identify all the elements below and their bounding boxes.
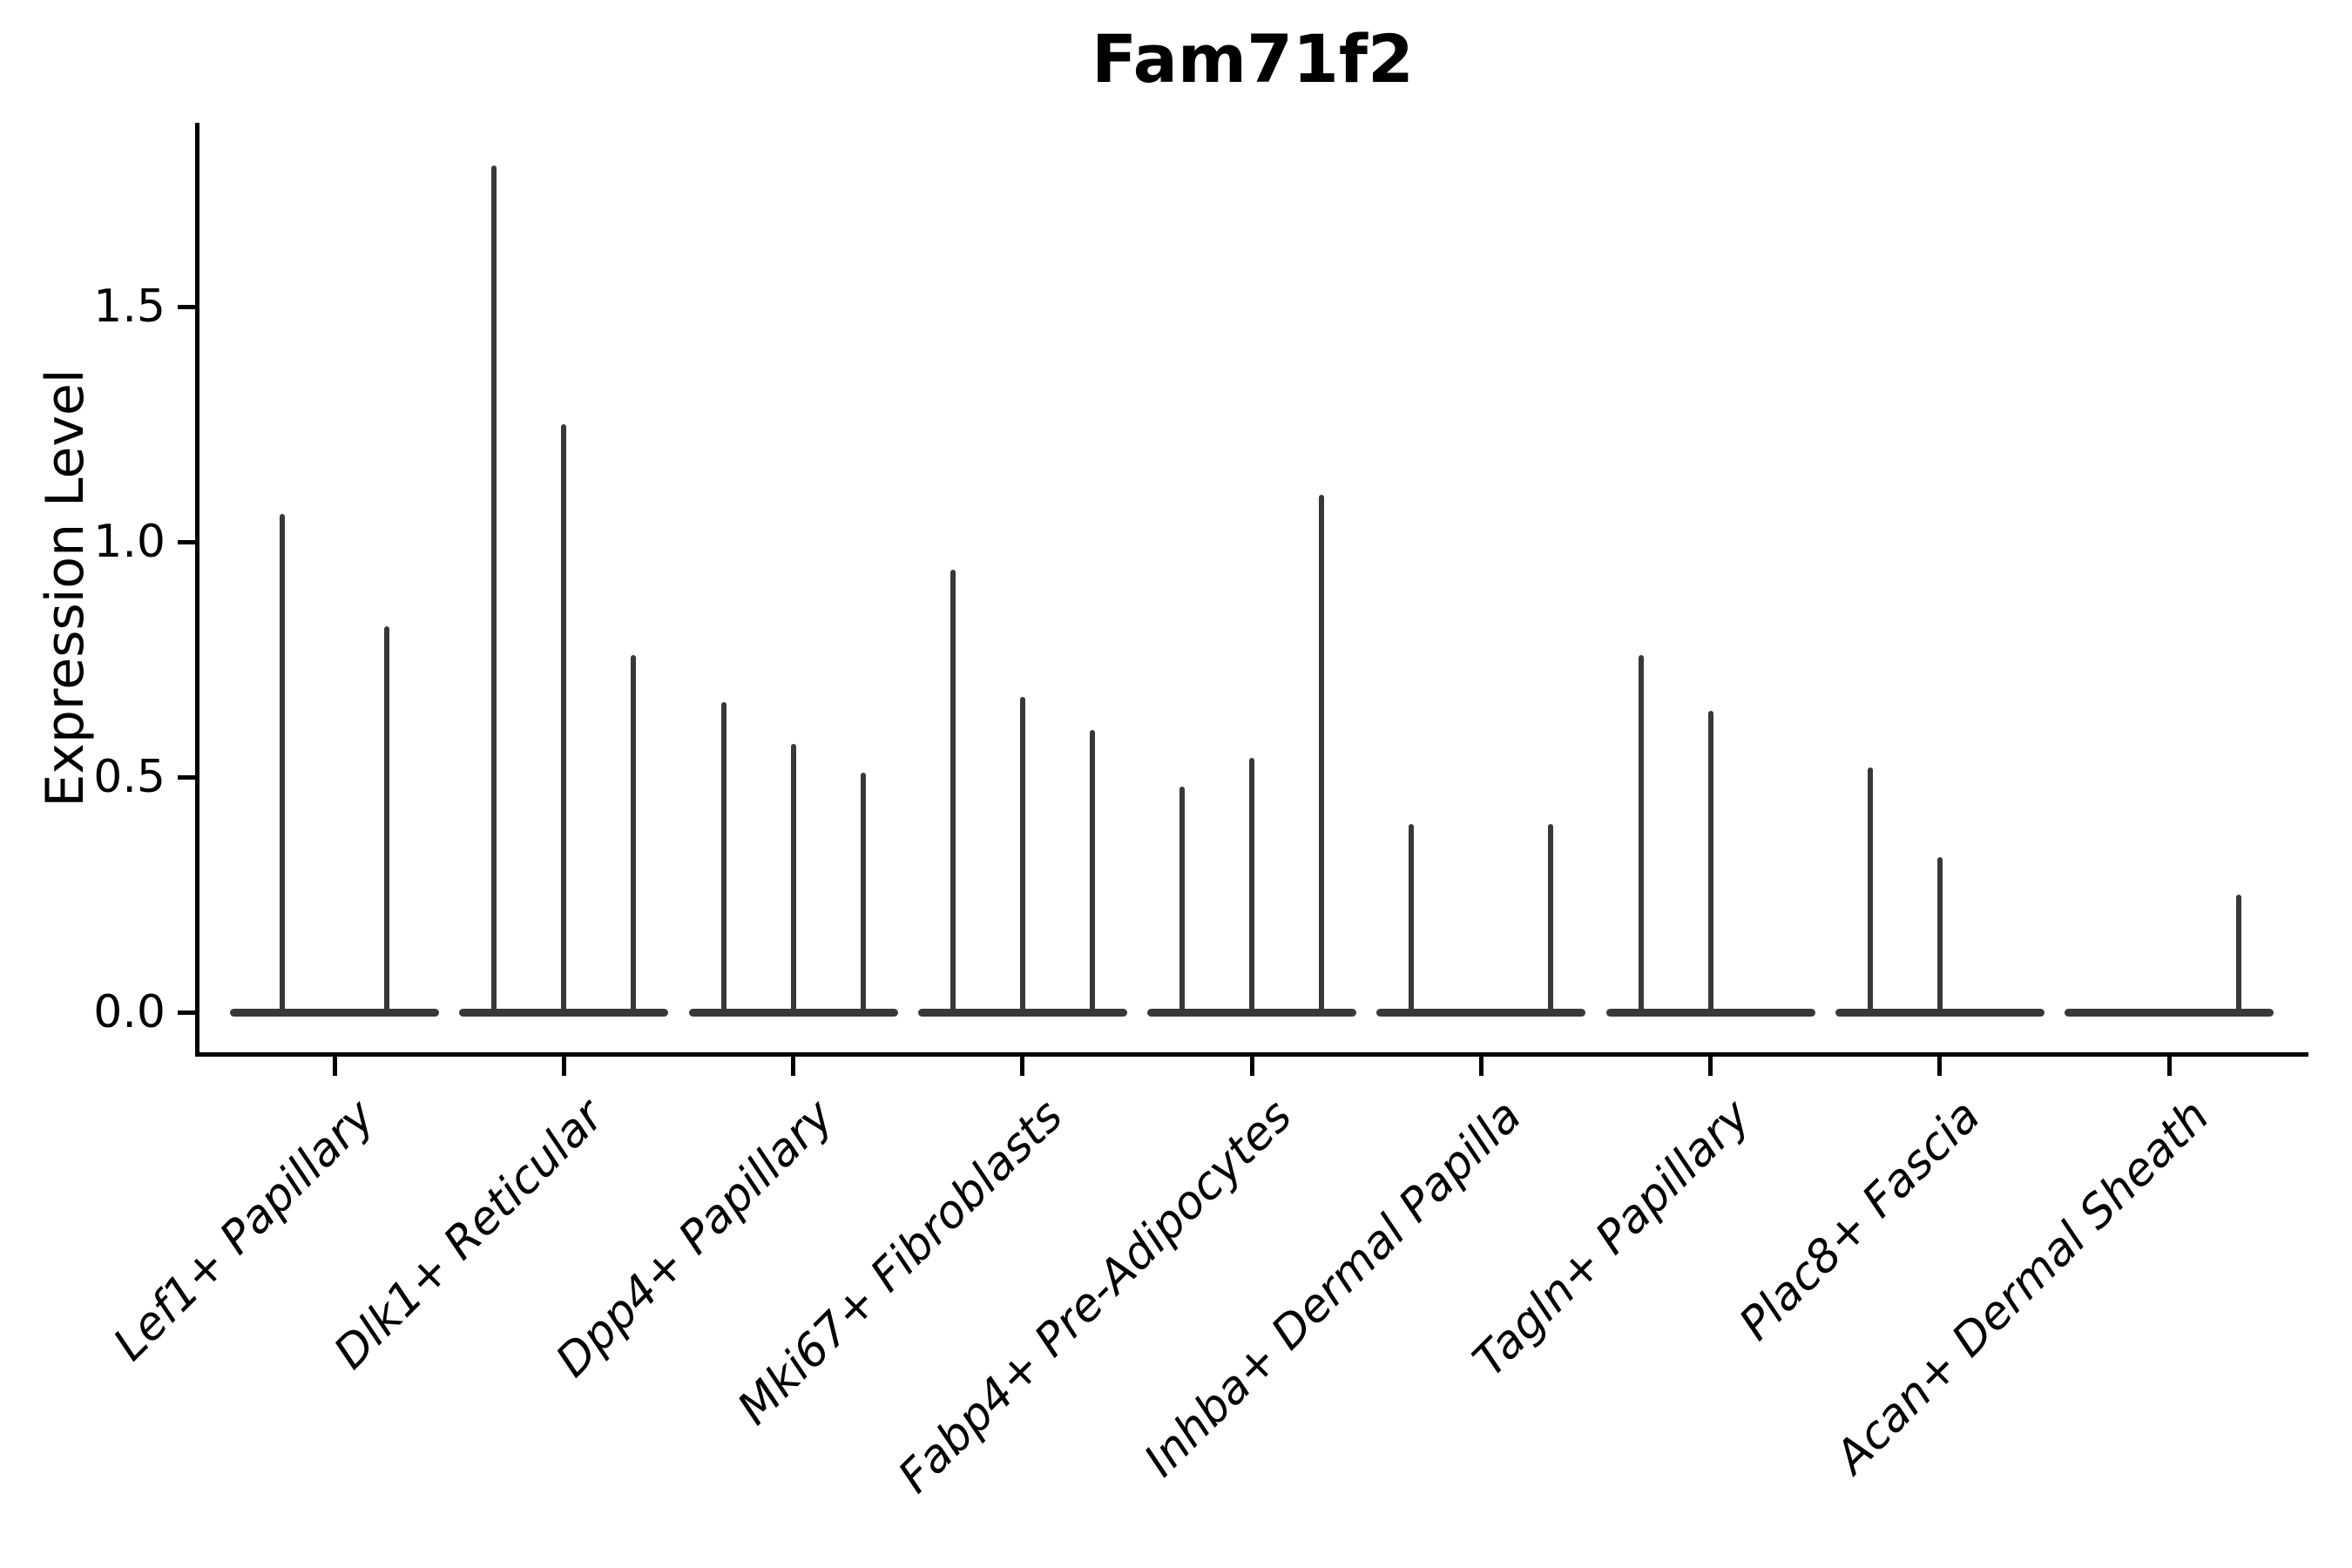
violin-spike <box>2236 895 2241 1017</box>
left-spine <box>194 123 199 1057</box>
x-tick-mark <box>1708 1056 1713 1076</box>
violin-spike <box>1179 786 1185 1017</box>
violin-spike <box>1936 856 1943 1017</box>
y-axis-label: Expression Level <box>35 368 96 808</box>
violin-spike <box>1548 824 1554 1017</box>
violin-spike <box>1019 697 1025 1017</box>
violin-spike <box>1089 730 1095 1017</box>
violin-baseline <box>2065 1008 2274 1017</box>
violin-spike <box>1319 495 1324 1017</box>
violin-spike <box>280 513 285 1017</box>
violin-spike <box>491 166 497 1017</box>
x-tick-mark <box>1249 1056 1254 1076</box>
violin-baseline <box>230 1008 439 1017</box>
violin-spike <box>860 772 866 1017</box>
x-tick-mark <box>561 1056 566 1076</box>
x-tick-mark <box>791 1056 795 1076</box>
y-tick-mark <box>178 539 197 544</box>
x-axis-label: Plac8+ Fascia <box>1729 1090 1990 1351</box>
y-tick-mark <box>178 1010 197 1015</box>
y-tick-label: 0.5 <box>93 751 166 803</box>
x-axis-label: Fabp4+ Pre-Adipocytes <box>889 1090 1302 1504</box>
y-tick-label: 1.5 <box>93 280 166 333</box>
x-tick-mark <box>1478 1056 1484 1076</box>
violin-spike <box>561 424 567 1017</box>
x-tick-mark <box>1937 1056 1943 1076</box>
violin-spike <box>631 654 637 1017</box>
x-tick-mark <box>2166 1056 2172 1076</box>
violin-spike <box>1409 824 1415 1017</box>
x-tick-mark <box>332 1056 337 1076</box>
y-tick-label: 1.0 <box>93 516 166 568</box>
violin-spike <box>384 626 389 1017</box>
y-tick-label: 0.0 <box>93 986 166 1038</box>
x-axis-label: Acan+ Dermal Sheath <box>1825 1090 2220 1484</box>
violin-spike <box>1638 654 1644 1017</box>
x-tick-mark <box>1020 1056 1025 1076</box>
violin-spike <box>720 701 727 1017</box>
violin-spike <box>950 570 956 1017</box>
violin-spike <box>790 744 796 1017</box>
violin-spike <box>1249 758 1254 1017</box>
x-axis-label: Inhba+ Dermal Papilla <box>1134 1090 1531 1487</box>
violin-baseline <box>1376 1008 1586 1017</box>
y-tick-mark <box>178 304 197 309</box>
y-tick-mark <box>178 774 197 780</box>
plot-title: Fam71f2 <box>1092 20 1414 98</box>
violin-spike <box>1707 711 1713 1017</box>
violin-spike <box>1867 767 1873 1017</box>
bottom-spine <box>194 1051 2308 1057</box>
